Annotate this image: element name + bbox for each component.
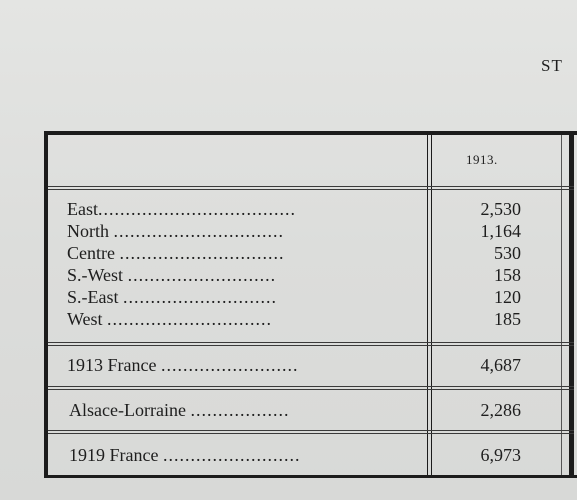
region-label: S.-East ............................: [67, 287, 277, 307]
france-1913-rule: [48, 386, 574, 387]
region-value: 185: [494, 309, 521, 329]
alsace-rule: [48, 430, 574, 431]
regions-rule: [48, 342, 574, 343]
region-value: 120: [494, 287, 521, 307]
region-label: Centre ..............................: [67, 243, 285, 263]
column-divider-left-2: [431, 135, 432, 475]
column-divider-right-thick: [569, 135, 574, 475]
region-label: S.-West ...........................: [67, 265, 277, 285]
column-divider-right: [561, 135, 562, 475]
total-value: 2,286: [480, 400, 522, 420]
region-value: 2,530: [480, 199, 522, 219]
region-value: 158: [494, 265, 521, 285]
region-label: North ...............................: [67, 221, 284, 241]
data-table: [44, 131, 577, 478]
region-label: West ..............................: [67, 309, 273, 329]
total-label: Alsace-Lorraine ..................: [69, 400, 290, 420]
header-rule: [48, 186, 574, 187]
total-value: 6,973: [480, 445, 522, 465]
region-label: East....................................: [67, 199, 296, 219]
france-1913-rule-2: [48, 389, 574, 390]
year-column-header: 1913.: [466, 152, 498, 167]
header-rule-2: [48, 189, 574, 190]
region-value: 1,164: [480, 221, 522, 241]
page-heading: ST: [541, 56, 563, 75]
total-value: 4,687: [480, 355, 522, 375]
total-label: 1913 France .........................: [67, 355, 299, 375]
regions-rule-2: [48, 345, 574, 346]
total-label: 1919 France .........................: [69, 445, 301, 465]
column-divider-left: [427, 135, 428, 475]
region-value: 530: [494, 243, 521, 263]
alsace-rule-2: [48, 433, 574, 434]
